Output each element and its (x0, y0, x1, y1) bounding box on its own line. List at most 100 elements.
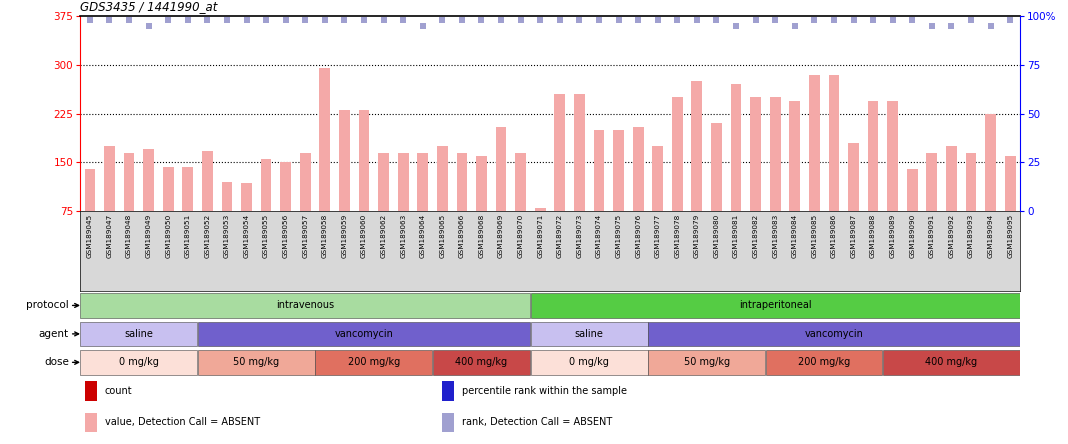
Point (805, 16, 822, 24)
Text: GSM189080: GSM189080 (713, 214, 720, 258)
Text: 0 mg/kg: 0 mg/kg (569, 357, 609, 367)
Point (394, 16, 411, 24)
Point (81, 16, 98, 24)
Point (512, 16, 529, 24)
Text: vancomycin: vancomycin (334, 329, 393, 339)
Bar (437, 146, 447, 211)
Point (199, 16, 216, 24)
Bar (84, 381, 97, 401)
Point (551, 16, 568, 24)
Bar (300, 152, 311, 211)
Bar (261, 159, 271, 211)
Bar (359, 110, 370, 211)
Bar (198, 350, 315, 375)
Text: saline: saline (575, 329, 603, 339)
Bar (907, 169, 917, 211)
Text: GSM189051: GSM189051 (185, 214, 191, 258)
Bar (433, 350, 530, 375)
Bar (711, 123, 722, 211)
Bar (280, 162, 292, 211)
Text: vancomycin: vancomycin (804, 329, 863, 339)
Point (688, 16, 705, 24)
Point (218, 16, 235, 24)
Text: GSM189088: GSM189088 (870, 214, 876, 258)
Point (375, 16, 392, 24)
Bar (496, 127, 506, 211)
Bar (691, 81, 703, 211)
Bar (515, 152, 527, 211)
Bar (531, 293, 1020, 318)
Text: GSM189056: GSM189056 (283, 214, 288, 258)
Bar (339, 110, 350, 211)
Text: GSM189087: GSM189087 (850, 214, 857, 258)
Bar (1005, 156, 1016, 211)
Text: GSM189075: GSM189075 (615, 214, 622, 258)
Text: GSM189065: GSM189065 (439, 214, 445, 258)
Point (532, 16, 549, 24)
Text: GSM189057: GSM189057 (302, 214, 309, 258)
Text: agent: agent (38, 329, 68, 339)
Bar (456, 152, 468, 211)
Point (277, 16, 294, 24)
Point (570, 16, 587, 24)
Text: GSM189048: GSM189048 (126, 214, 132, 258)
Text: GSM189060: GSM189060 (361, 214, 367, 258)
Text: GSM189078: GSM189078 (674, 214, 680, 258)
Point (864, 16, 881, 24)
Text: GSM189063: GSM189063 (400, 214, 406, 258)
Bar (613, 130, 624, 211)
Bar (221, 182, 233, 211)
Point (845, 16, 862, 24)
Point (335, 16, 352, 24)
Text: GSM189079: GSM189079 (694, 214, 700, 258)
Bar (241, 183, 252, 211)
Bar (442, 381, 454, 401)
Bar (315, 350, 433, 375)
Point (904, 16, 921, 24)
Bar (476, 156, 487, 211)
Bar (531, 350, 647, 375)
Point (453, 16, 470, 24)
Text: GSM189085: GSM189085 (812, 214, 817, 258)
Text: GSM189045: GSM189045 (87, 214, 93, 258)
Bar (554, 94, 565, 211)
Text: intravenous: intravenous (277, 301, 334, 310)
Bar (162, 167, 174, 211)
Point (727, 22, 744, 29)
Text: GSM189052: GSM189052 (204, 214, 210, 258)
Bar (378, 152, 389, 211)
Text: 0 mg/kg: 0 mg/kg (119, 357, 159, 367)
Text: saline: saline (124, 329, 154, 339)
Point (492, 16, 509, 24)
Bar (574, 94, 585, 211)
Text: GSM189066: GSM189066 (459, 214, 465, 258)
Bar (965, 152, 976, 211)
Text: GSM189091: GSM189091 (929, 214, 934, 258)
Text: GSM189058: GSM189058 (321, 214, 328, 258)
Point (159, 16, 176, 24)
Text: count: count (105, 386, 132, 396)
Text: 50 mg/kg: 50 mg/kg (684, 357, 729, 367)
Text: GSM189050: GSM189050 (166, 214, 171, 258)
Point (434, 16, 451, 24)
Bar (750, 97, 761, 211)
Text: protocol: protocol (26, 301, 68, 310)
Text: GSM189095: GSM189095 (1007, 214, 1014, 258)
Bar (442, 412, 454, 432)
Point (786, 22, 803, 29)
Text: GSM189093: GSM189093 (968, 214, 974, 258)
Point (356, 16, 373, 24)
Bar (198, 321, 530, 346)
Point (747, 16, 764, 24)
Point (473, 16, 490, 24)
Point (767, 16, 784, 24)
Text: GSM189084: GSM189084 (791, 214, 798, 258)
Point (981, 22, 999, 29)
Point (649, 16, 666, 24)
Text: GSM189055: GSM189055 (263, 214, 269, 258)
Bar (80, 350, 198, 375)
Point (257, 16, 274, 24)
Point (669, 16, 686, 24)
Bar (848, 143, 859, 211)
Bar (883, 350, 1020, 375)
